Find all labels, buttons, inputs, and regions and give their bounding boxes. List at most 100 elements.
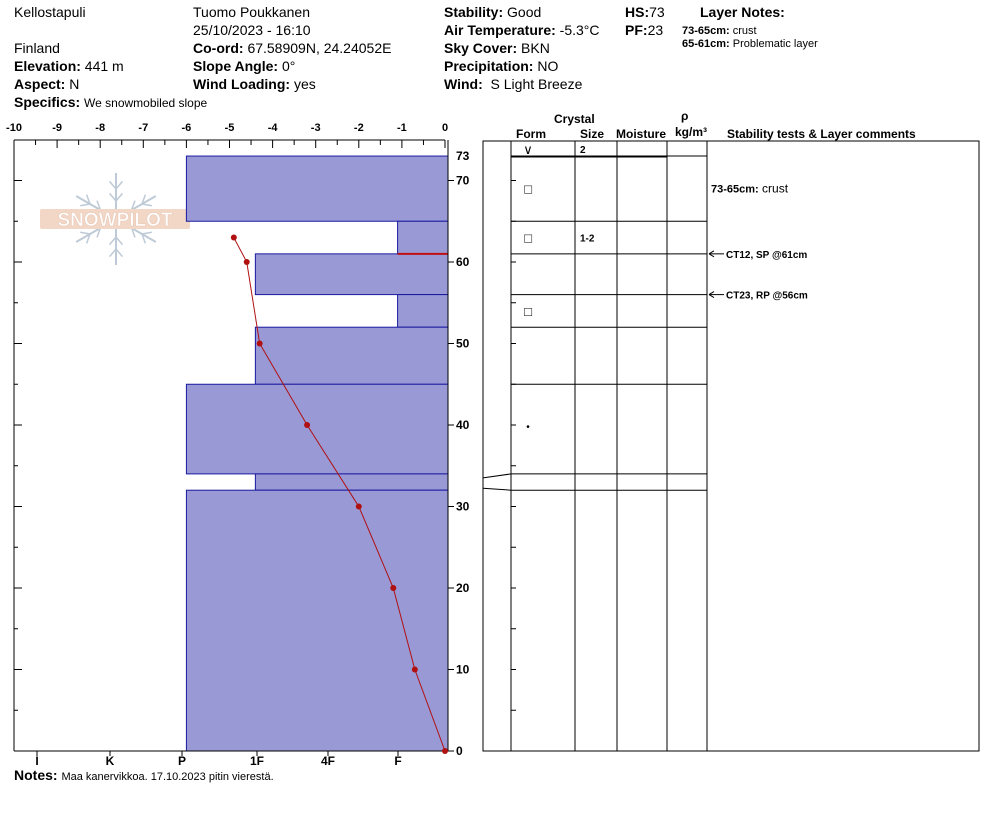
layer-table — [482, 140, 980, 752]
size-header: Size — [580, 127, 605, 141]
location: Kellostapuli — [14, 4, 86, 20]
logo-branch — [96, 200, 102, 211]
layer-note-1: 73-65cm: crust — [682, 25, 757, 37]
stability-test-comment: CT23, RP @56cm — [726, 291, 808, 302]
logo-branch — [130, 200, 136, 211]
notes: Notes: Maa kanervikkoa. 17.10.2023 pitin… — [14, 767, 274, 783]
country: Finland — [14, 40, 60, 56]
logo-wordmark: SNOWPILOT — [57, 210, 172, 231]
grain-size: 2 — [580, 145, 586, 156]
logo-branch — [108, 180, 117, 190]
hardness-layer — [254, 473, 449, 491]
temp-tick-label: -7 — [138, 122, 148, 134]
logo-branch — [85, 233, 91, 244]
hardness-label: I — [35, 754, 38, 768]
depth-tick-label: 30 — [456, 500, 470, 514]
hardness-label: P — [178, 754, 186, 768]
hardness-layer — [254, 253, 449, 296]
logo-banner — [40, 209, 190, 229]
layer-notes-title: Layer Notes: — [700, 4, 785, 20]
temperature-point — [390, 585, 397, 591]
grain-form-symbol: □ — [524, 231, 532, 246]
hardness-layer — [397, 220, 449, 255]
logo-branch — [141, 194, 147, 205]
air-temperature: Air Temperature: -5.3°C — [444, 22, 600, 38]
logo-branch — [115, 236, 124, 246]
logo-branch — [80, 231, 91, 235]
depth-tick-label: 60 — [456, 255, 470, 269]
temp-tick-label: -6 — [182, 122, 192, 134]
hardness-layer — [185, 489, 449, 752]
precipitation: Precipitation: NO — [444, 58, 559, 74]
observer: Tuomo Poukkanen — [193, 4, 310, 20]
stability-arrowhead — [708, 250, 715, 258]
datetime: 25/10/2023 - 16:10 — [193, 22, 311, 38]
layer-comment-range: 73-65cm: — [711, 184, 759, 196]
wind-loading: Wind Loading: yes — [193, 76, 316, 92]
hardness-label: K — [106, 754, 115, 768]
hardness-layer — [185, 383, 449, 475]
temp-tick-label: -5 — [225, 122, 235, 134]
hardness-label: 4F — [321, 754, 335, 768]
layer-comment-text: crust — [759, 182, 789, 196]
density-unit-header: kg/m³ — [675, 125, 708, 139]
temp-tick-label: -3 — [311, 122, 321, 134]
temp-tick-label: 0 — [442, 122, 448, 134]
logo-branch — [115, 180, 124, 190]
moisture-header: Moisture — [616, 127, 667, 141]
depth-tick-label: 20 — [456, 581, 470, 595]
wind: Wind: S Light Breeze — [444, 76, 583, 92]
grain-form-symbol: □ — [524, 182, 532, 197]
temperature-point — [304, 422, 311, 428]
stability: Stability: Good — [444, 4, 542, 20]
hardness-layer — [397, 294, 449, 328]
depth-top-label: 73 — [456, 149, 470, 163]
depth-tick-label: 70 — [456, 174, 470, 188]
logo-branch — [115, 248, 124, 258]
slope-angle: Slope Angle: 0° — [193, 58, 296, 74]
temperature-point — [442, 748, 448, 754]
logo-branch — [108, 248, 117, 258]
layer-connector — [482, 473, 512, 479]
logo-branch — [85, 194, 91, 205]
grain-form-symbol: ∨ — [523, 142, 533, 157]
depth-tick-label: 0 — [456, 744, 463, 758]
depth-tick-label: 40 — [456, 418, 470, 432]
rho-header: ρ — [681, 109, 689, 123]
logo-branch — [130, 227, 136, 238]
hardness-label: F — [394, 754, 401, 768]
hardness-label: 1F — [250, 754, 264, 768]
temp-tick-label: -1 — [397, 122, 407, 134]
layer-comment: 73-65cm: crust — [711, 182, 789, 196]
layer-connector — [482, 487, 512, 491]
temp-tick-label: -2 — [354, 122, 364, 134]
logo-branch — [108, 236, 117, 246]
hardness-layer — [185, 155, 449, 222]
temp-tick-label: -9 — [52, 122, 62, 134]
stability-arrowhead — [708, 291, 715, 299]
temperature-point — [230, 234, 237, 241]
stability-test-comment: CT12, SP @61cm — [726, 250, 807, 261]
temperature-point — [355, 503, 362, 510]
snowpilot-logo: SNOWPILOT — [40, 173, 190, 265]
sky-cover: Sky Cover: BKN — [444, 40, 550, 56]
crystal-header: Crystal — [554, 112, 595, 126]
temperature-point — [256, 340, 263, 347]
depth-tick-label: 10 — [456, 663, 470, 677]
grain-form-symbol: • — [526, 422, 530, 433]
logo-branch — [115, 192, 124, 202]
temperature-point — [411, 666, 418, 673]
elevation: Elevation: 441 m — [14, 58, 124, 74]
hardness-layer — [254, 326, 449, 385]
logo-branch — [80, 203, 91, 207]
logo-branch — [141, 231, 152, 235]
comments-header: Stability tests & Layer comments — [727, 127, 916, 141]
temp-tick-label: -10 — [6, 122, 22, 134]
temperature-point — [243, 259, 250, 265]
temperature-line — [233, 237, 446, 752]
snow-height: HS:73 — [625, 4, 665, 20]
temp-tick-label: -8 — [95, 122, 105, 134]
specifics: Specifics: We snowmobiled slope — [14, 94, 208, 110]
grain-form-symbol: □ — [524, 304, 532, 319]
